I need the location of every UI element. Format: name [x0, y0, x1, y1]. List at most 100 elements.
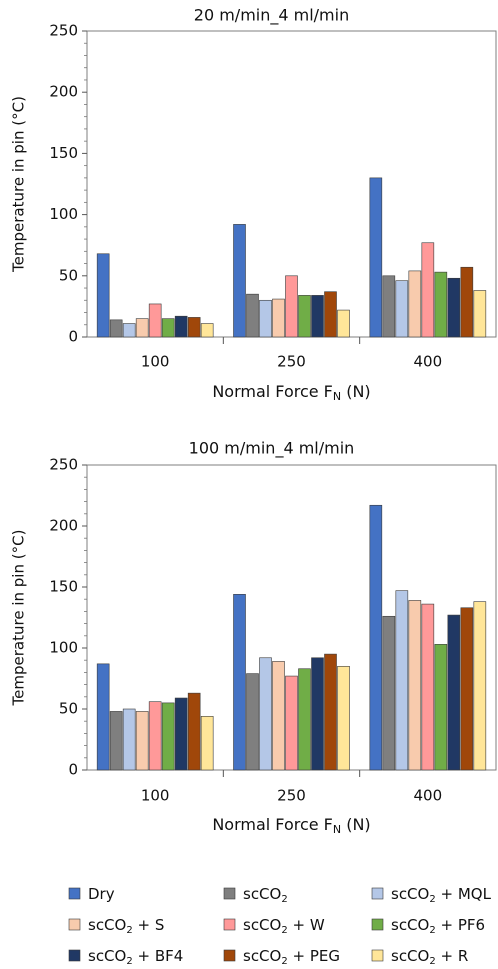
legend-label: scCO2 + BF4 — [88, 947, 183, 966]
bar-2-2 — [395, 590, 409, 771]
y-tick-label: 200 — [49, 83, 78, 101]
y-tick-label: 50 — [59, 700, 78, 718]
legend-swatch — [68, 918, 81, 931]
bar-0-1 — [233, 224, 246, 338]
bar-3-0 — [135, 711, 149, 771]
bar-4-0 — [148, 701, 162, 771]
bar-8-2 — [473, 601, 487, 771]
legend-swatch — [68, 887, 81, 900]
legend-label-rest: + R — [436, 947, 469, 965]
bar-6-0 — [174, 697, 188, 771]
legend-label-rest: + PEG — [288, 947, 340, 965]
bar-7-1 — [324, 653, 337, 771]
bar-3-2 — [408, 270, 422, 338]
bar-4-2 — [421, 242, 435, 338]
bar-1-2 — [382, 275, 396, 338]
bar-2-2 — [395, 280, 409, 338]
legend-label-subscript: 2 — [126, 956, 132, 965]
x-axis-label-main: Normal Force F — [212, 815, 333, 834]
y-tick-label: 100 — [49, 205, 78, 223]
bar-1-0 — [109, 711, 123, 771]
bar-6-1 — [311, 295, 324, 338]
x-tick-label: 400 — [414, 787, 443, 805]
bar-7-2 — [460, 607, 474, 771]
legend-swatch — [371, 887, 384, 900]
legend-label: Dry — [88, 885, 115, 903]
legend-label-main: scCO — [243, 947, 281, 965]
legend-label: scCO2 + R — [391, 947, 468, 966]
legend-label-main: scCO — [88, 916, 126, 934]
x-axis-label-unit: (N) — [341, 815, 371, 834]
legend-label-subscript: 2 — [429, 894, 435, 905]
y-tick-label: 0 — [68, 761, 78, 779]
bar-3-1 — [272, 661, 285, 771]
chart-panel-2: 100 m/min_4 ml/min 0 50 100 150 200 250 Tempera… — [10, 439, 497, 836]
bar-5-2 — [434, 644, 448, 771]
y-tick-label: 100 — [49, 639, 78, 657]
legend-swatch — [371, 918, 384, 931]
legend-label: scCO2 + MQL — [391, 885, 492, 906]
legend-label: scCO2 + PF6 — [391, 916, 485, 937]
y-tick-label: 150 — [49, 144, 78, 162]
legend-label: scCO2 + W — [243, 916, 325, 937]
bar-2-1 — [259, 657, 272, 771]
bar-8-0 — [200, 716, 214, 771]
x-tick-label: 250 — [277, 787, 306, 805]
bar-7-0 — [187, 692, 201, 771]
legend-label-main: Dry — [88, 885, 115, 903]
bar-7-0 — [187, 317, 201, 338]
bar-8-1 — [337, 309, 350, 338]
chart-title: 20 m/min_4 ml/min — [194, 6, 349, 26]
legend-label-subscript: 2 — [281, 956, 287, 965]
chart-panel-1: 20 m/min_4 ml/min 0 50 100 150 200 250 Temperat… — [10, 6, 497, 404]
bar-4-0 — [148, 303, 162, 338]
bar-7-1 — [324, 291, 337, 338]
legend-label-main: scCO — [243, 885, 281, 903]
x-tick-label: 100 — [141, 353, 170, 371]
bar-2-1 — [259, 299, 272, 338]
legend-label: scCO2 — [243, 885, 288, 906]
y-tick-label: 200 — [49, 517, 78, 535]
legend-label-rest: + PF6 — [436, 916, 485, 934]
bar-6-0 — [174, 315, 188, 338]
bar-6-1 — [311, 657, 324, 771]
legend-label-rest: + W — [288, 916, 325, 934]
legend-label-main: scCO — [243, 916, 281, 934]
legend-label-subscript: 2 — [429, 956, 435, 965]
bar-8-2 — [473, 290, 487, 338]
legend-swatch — [223, 887, 236, 900]
bar-0-0 — [96, 253, 110, 338]
x-tick-label: 100 — [141, 787, 170, 805]
chart-title: 100 m/min_4 ml/min — [189, 439, 355, 459]
x-axis-label-subscript: N — [333, 390, 341, 403]
bar-2-0 — [122, 708, 136, 771]
y-axis-label: Temperature in pin (°C) — [10, 96, 28, 273]
bar-4-1 — [285, 275, 298, 338]
x-axis-label-unit: (N) — [341, 382, 371, 401]
legend-label-main: scCO — [391, 885, 429, 903]
legend-label-subscript: 2 — [281, 925, 287, 936]
legend-label: scCO2 + S — [88, 916, 164, 937]
legend-label-main: scCO — [88, 947, 126, 965]
bar-3-0 — [135, 318, 149, 338]
bar-0-2 — [369, 504, 383, 771]
x-axis-label: Normal Force FN (N) — [212, 382, 370, 404]
y-axis-label: Temperature in pin (°C) — [10, 530, 28, 707]
bar-7-2 — [460, 266, 474, 338]
bar-2-0 — [122, 323, 136, 338]
legend-swatch — [68, 949, 81, 962]
bar-3-1 — [272, 298, 285, 338]
bar-5-1 — [298, 668, 311, 771]
legend-label-subscript: 2 — [126, 925, 132, 936]
bar-8-0 — [200, 323, 214, 338]
x-axis-label-main: Normal Force F — [212, 382, 333, 401]
bar-4-1 — [285, 675, 298, 771]
bar-0-2 — [369, 177, 383, 338]
bar-8-1 — [337, 665, 350, 771]
bar-0-0 — [96, 663, 110, 771]
y-tick-label: 150 — [49, 578, 78, 596]
bar-6-2 — [447, 614, 461, 771]
